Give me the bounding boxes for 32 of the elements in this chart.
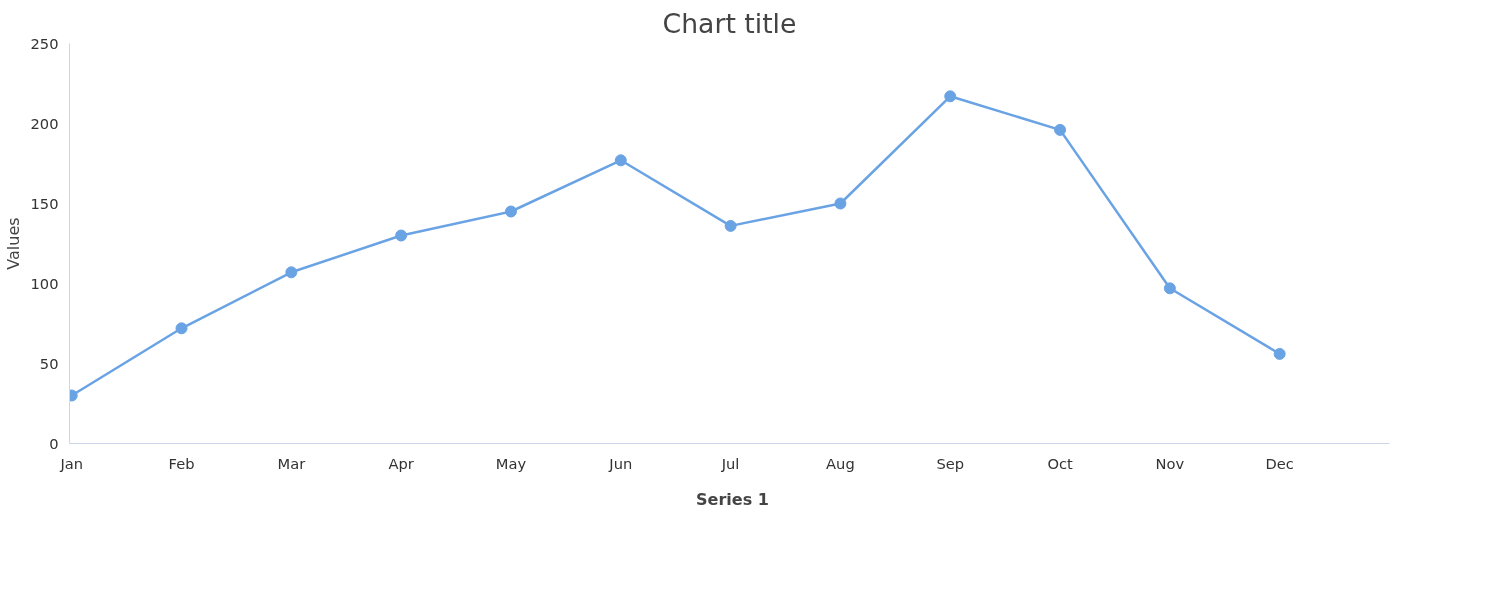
x-tick-label: Jun (608, 454, 633, 472)
x-tick-label: May (495, 454, 527, 472)
x-tick-label: Aug (826, 454, 855, 472)
y-tick-label: 200 (30, 114, 59, 132)
y-tick-label: 150 (30, 194, 59, 212)
x-tick-label: Jan (59, 454, 83, 472)
point (724, 219, 737, 232)
point (614, 154, 627, 167)
chart-title: Chart title (662, 7, 797, 39)
x-tick-label: Apr (388, 454, 415, 472)
point (944, 90, 957, 103)
x-tick-label: Sep (936, 454, 965, 472)
point (504, 205, 517, 218)
y-tick-label: 100 (30, 274, 59, 292)
x-tick-label: Feb (168, 454, 195, 472)
x-tick-label: Jul (720, 454, 740, 472)
x-tick-label: Mar (277, 454, 307, 472)
x-tick-label: Nov (1155, 454, 1185, 472)
point (834, 197, 847, 210)
y-tick-label: 250 (30, 34, 59, 52)
text: Series 1 (696, 489, 769, 509)
point (1054, 123, 1067, 136)
y-tick-label: 0 (49, 434, 59, 452)
point (285, 266, 298, 279)
point (395, 229, 408, 242)
x-tick-label: Oct (1047, 454, 1073, 472)
x-tick-label: Dec (1265, 454, 1294, 472)
point (1163, 282, 1176, 295)
point (175, 322, 188, 335)
y-axis-title: Values (3, 217, 23, 270)
y-tick-label: 50 (39, 354, 59, 372)
point (1273, 347, 1286, 360)
